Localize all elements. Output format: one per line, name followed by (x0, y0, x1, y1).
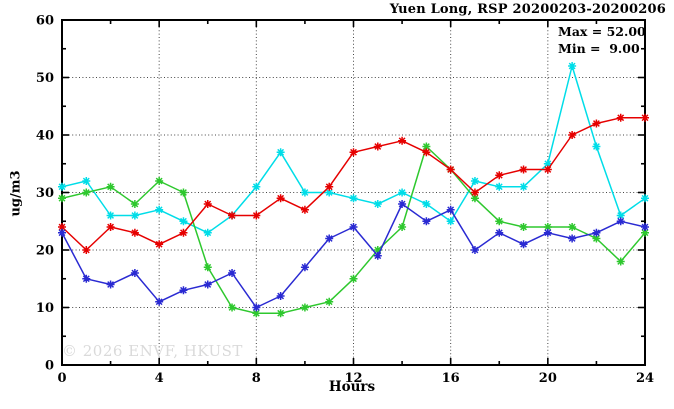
min-value-label: Min = 9.00 (558, 40, 640, 56)
x-tick-label: 20 (539, 371, 557, 386)
y-tick-label: 30 (36, 186, 54, 201)
y-axis-label: ug/m3 (8, 170, 24, 217)
x-tick-label: 4 (155, 371, 164, 386)
series-cyan-markers (58, 62, 649, 237)
series-red-markers (58, 113, 649, 254)
y-tick-label: 0 (45, 359, 54, 374)
y-tick-label: 50 (36, 71, 54, 86)
y-tick-label: 20 (36, 244, 54, 259)
series-blue-line (61, 203, 646, 309)
x-axis-label: Hours (328, 379, 376, 395)
watermark-text: © 2026 ENVF, HKUST (62, 342, 243, 360)
chart-title: Yuen Long, RSP 20200203-20200206 (389, 2, 666, 17)
y-tick-label: 40 (36, 129, 54, 144)
x-tick-label: 12 (344, 371, 362, 386)
series-blue-markers (58, 200, 649, 312)
x-tick-label: 24 (636, 371, 654, 386)
y-tick-label: 10 (36, 301, 54, 316)
y-tick-label: 60 (36, 14, 54, 29)
x-tick-label: 0 (57, 371, 66, 386)
x-tick-label: 8 (252, 371, 261, 386)
max-value-label: Max = 52.00 (558, 24, 646, 39)
x-tick-label: 16 (442, 371, 460, 386)
max-min-annotation: Max = 52.00 Min = 9.00 (558, 24, 646, 58)
